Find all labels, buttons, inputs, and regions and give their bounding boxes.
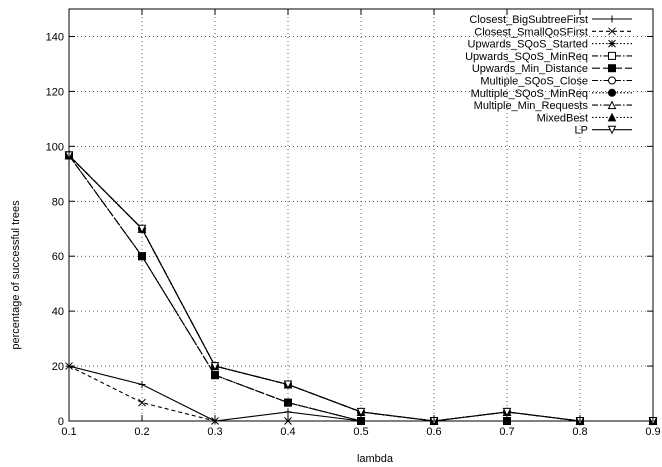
y-tick-label: 0 xyxy=(58,416,64,428)
legend-label: Multiple_Min_Requests xyxy=(474,100,589,112)
series-layer xyxy=(64,150,658,426)
series-Upwards_Min_Distance xyxy=(65,151,657,425)
y-tick-label: 140 xyxy=(46,31,64,43)
series-Multiple_SQoS_Close xyxy=(65,151,657,425)
legend-label: Multiple_SQoS_Close xyxy=(480,76,588,88)
ticks: 0.1 0.2 0.3 0.4 0.5 0.6 0.7 0.8 0.9 0 20 40 60 80 100 1… xyxy=(46,9,661,438)
legend-item: Multiple_Min_Requests xyxy=(474,100,632,112)
data-point xyxy=(138,380,146,388)
legend-marker xyxy=(608,64,616,73)
legend-marker xyxy=(608,51,616,60)
legend-marker xyxy=(608,76,616,85)
y-axis-label: percentage of successful trees xyxy=(10,200,22,350)
series-MixedBest xyxy=(64,150,658,425)
data-point xyxy=(284,398,292,407)
legend-marker xyxy=(607,100,617,110)
legend-label: Closest_SmallQoSFirst xyxy=(474,26,588,38)
x-tick-label: 0.3 xyxy=(207,426,222,438)
data-point xyxy=(138,252,146,261)
legend-marker xyxy=(607,125,617,135)
legend-label: Upwards_SQoS_MinReq xyxy=(465,51,588,63)
legend-item: Multiple_SQoS_MinReq xyxy=(471,88,632,100)
legend-marker xyxy=(608,27,616,36)
series-Multiple_SQoS_MinReq xyxy=(65,151,657,425)
grid xyxy=(69,9,653,421)
data-point xyxy=(502,407,512,417)
data-point xyxy=(283,380,293,390)
x-tick-label: 0.9 xyxy=(645,426,660,438)
x-tick-label: 0.5 xyxy=(353,426,368,438)
legend-item: Multiple_SQoS_Close xyxy=(480,76,632,88)
y-tick-label: 100 xyxy=(46,141,64,153)
legend-marker xyxy=(608,88,616,97)
legend-label: Closest_BigSubtreeFirst xyxy=(469,14,588,26)
legend-item: Closest_BigSubtreeFirst xyxy=(469,14,632,26)
legend-label: Multiple_SQoS_MinReq xyxy=(471,88,588,100)
legend-marker xyxy=(608,15,616,23)
x-axis-label: lambda xyxy=(357,453,394,465)
legend-item: Closest_SmallQoSFirst xyxy=(474,26,632,38)
series-Upwards_SQoS_MinReq xyxy=(65,151,657,425)
data-point xyxy=(210,362,220,371)
y-tick-label: 120 xyxy=(46,86,64,98)
data-point xyxy=(356,407,366,417)
legend-label: Upwards_SQoS_Started xyxy=(468,39,588,51)
legend-item: LP xyxy=(575,125,632,137)
legend-item: Upwards_SQoS_Started xyxy=(468,39,632,51)
y-tick-label: 80 xyxy=(52,196,64,208)
legend-marker xyxy=(608,39,616,48)
x-tick-label: 0.4 xyxy=(280,426,295,438)
series-Upwards_SQoS_Started xyxy=(65,151,657,425)
x-tick-label: 0.7 xyxy=(499,426,514,438)
legend-item: Upwards_SQoS_MinReq xyxy=(465,51,632,63)
x-tick-label: 0.8 xyxy=(572,426,587,438)
legend: Closest_BigSubtreeFirstClosest_SmallQoSF… xyxy=(465,14,632,137)
data-point xyxy=(284,408,292,416)
series-Multiple_Min_Requests xyxy=(64,150,658,425)
x-tick-label: 0.6 xyxy=(426,426,441,438)
legend-label: MixedBest xyxy=(537,112,588,124)
y-tick-label: 20 xyxy=(52,361,64,373)
legend-item: MixedBest xyxy=(537,112,632,124)
x-tick-label: 0.1 xyxy=(61,426,76,438)
data-point xyxy=(137,224,147,234)
data-point xyxy=(138,398,146,407)
series-LP xyxy=(64,151,658,426)
y-tick-label: 40 xyxy=(52,306,64,318)
y-tick-label: 60 xyxy=(52,251,64,263)
x-tick-label: 0.2 xyxy=(134,426,149,438)
data-point xyxy=(211,371,219,380)
legend-label: Upwards_Min_Distance xyxy=(472,63,588,75)
legend-label: LP xyxy=(575,125,588,137)
legend-item: Upwards_Min_Distance xyxy=(472,63,632,75)
legend-marker xyxy=(607,112,617,122)
